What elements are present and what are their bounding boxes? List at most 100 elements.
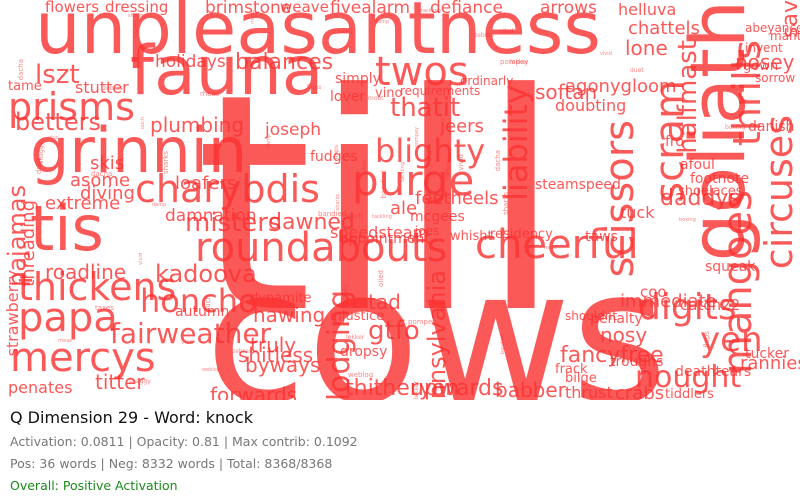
cloud-word: nosy bbox=[600, 323, 648, 347]
cloud-filler-word: shaggy bbox=[128, 13, 147, 19]
cloud-filler-word: pompey bbox=[408, 318, 437, 326]
cloud-word: lszt bbox=[35, 60, 80, 90]
cloud-word: kadoova bbox=[155, 260, 257, 288]
cloud-filler-word: oiled bbox=[377, 270, 385, 287]
cloud-word: fudges bbox=[310, 149, 358, 165]
cloud-word: lover bbox=[330, 89, 366, 105]
cloud-word: sorrow bbox=[755, 71, 796, 85]
cloud-word: unpleasantness bbox=[35, 0, 601, 70]
cloud-word: steamspeed bbox=[535, 177, 621, 193]
cloud-filler-word: pompey bbox=[500, 58, 529, 66]
cloud-word: softan bbox=[535, 80, 598, 104]
cloud-word: purge bbox=[352, 156, 475, 205]
cloud-word: flowers bbox=[45, 0, 100, 16]
cloud-word: twos bbox=[375, 49, 469, 95]
cloud-filler-word: vivid bbox=[138, 253, 144, 265]
cloud-word: thitheryon bbox=[345, 376, 460, 400]
cloud-word: lone bbox=[625, 36, 668, 60]
cloud-word: thatit bbox=[390, 93, 461, 123]
cloud-word: tiddlers bbox=[665, 387, 714, 400]
cloud-word: appointment bbox=[340, 231, 430, 247]
cloud-word: misters bbox=[185, 208, 282, 238]
cloud-filler-word: bandied bbox=[380, 170, 388, 199]
cloud-filler-word: oiled bbox=[499, 28, 514, 35]
cloud-word: till bbox=[195, 30, 563, 379]
cloud-word: balances bbox=[235, 50, 334, 75]
cloud-filler-word: tackling bbox=[421, 8, 441, 14]
cloud-filler-word: damp bbox=[375, 19, 390, 25]
cloud-word: fancyfree bbox=[560, 343, 664, 368]
cloud-word: liability bbox=[497, 85, 535, 201]
cloud-word: immediate bbox=[620, 291, 717, 312]
cloud-filler-word: taxes bbox=[95, 304, 114, 312]
cloud-filler-word: sharks bbox=[162, 151, 170, 174]
cloud-filler-word: taxes bbox=[334, 28, 353, 36]
cloud-word: daddys bbox=[660, 186, 740, 211]
cloud-word: squeak bbox=[705, 259, 756, 275]
cloud-filler-word: boxing bbox=[679, 217, 696, 223]
cloud-word: thickens bbox=[18, 265, 177, 309]
cloud-filler-word: moot bbox=[368, 95, 384, 102]
cloud-word: tis bbox=[30, 192, 104, 265]
cloud-word: chattels bbox=[628, 18, 700, 39]
cloud-filler-word: rheas bbox=[250, 10, 256, 24]
cloud-filler-word: duet bbox=[362, 159, 368, 171]
cloud-word: damnation bbox=[165, 206, 257, 226]
cloud-filler-word: boxing bbox=[725, 124, 746, 131]
cloud-word: penalty bbox=[590, 311, 643, 327]
cloud-word: papa bbox=[18, 295, 118, 341]
cloud-word: nought bbox=[635, 360, 742, 395]
cloud-word: hawing bbox=[253, 303, 326, 327]
cloud-word: injustice bbox=[330, 309, 385, 324]
cloud-filler-word: sharks bbox=[335, 194, 341, 211]
cloud-word: charybdis bbox=[135, 167, 320, 211]
cloud-filler-word: bandied bbox=[318, 210, 347, 218]
cloud-word: roadline bbox=[45, 260, 127, 284]
cloud-word: grinnin bbox=[30, 114, 248, 187]
cloud-word: deathtears bbox=[675, 364, 752, 380]
cloud-word: brimstone bbox=[205, 0, 292, 18]
cloud-filler-word: weblog bbox=[202, 367, 220, 373]
cloud-word: cows bbox=[205, 229, 668, 401]
cloud-word: mcgees bbox=[410, 209, 465, 225]
cloud-word: forwards bbox=[210, 383, 298, 400]
cloud-word: fairweather bbox=[110, 317, 272, 350]
cloud-word: arrows bbox=[540, 0, 597, 18]
cloud-filler-word: moot bbox=[333, 321, 349, 328]
cloud-filler-word: dacha bbox=[494, 150, 502, 172]
cloud-word: shitless bbox=[238, 343, 314, 367]
cloud-filler-word: duet bbox=[630, 67, 644, 74]
cloud-word: extreme bbox=[45, 193, 121, 214]
cloud-word: fauna bbox=[130, 32, 324, 111]
cloud-filler-word: tackling bbox=[400, 162, 406, 182]
cloud-word: ordinarly bbox=[460, 74, 514, 88]
cloud-filler-word: zebras bbox=[232, 348, 252, 355]
cloud-filler-word: visa bbox=[181, 339, 194, 346]
cloud-word: tucker bbox=[745, 346, 790, 362]
cloud-word: dressing bbox=[105, 0, 169, 16]
cloud-word: defiance bbox=[430, 0, 503, 18]
cloud-word: threading bbox=[18, 200, 39, 287]
cloud-filler-word: flops bbox=[307, 84, 322, 91]
cloud-filler-word: lekker bbox=[346, 334, 365, 341]
cloud-word: joseph bbox=[265, 120, 322, 140]
cloud-filler-word: pompey bbox=[414, 127, 420, 148]
cloud-word: yen bbox=[700, 320, 763, 360]
cloud-word: asome bbox=[70, 170, 131, 191]
cloud-word: honcho bbox=[140, 282, 258, 320]
cloud-filler-word: ouch bbox=[204, 295, 212, 313]
cloud-filler-word: shaggy bbox=[129, 378, 151, 385]
cloud-word: gtfo bbox=[368, 316, 420, 346]
cloud-word: scissors bbox=[597, 120, 643, 278]
cloud-word: diving bbox=[80, 183, 135, 204]
cloud-word: mantle bbox=[770, 29, 800, 43]
info-panel: Q Dimension 29 - Word: knock Activation:… bbox=[10, 408, 790, 493]
cloud-filler-word: taxes bbox=[132, 19, 140, 38]
cloud-filler-word: oiled bbox=[444, 169, 450, 182]
cloud-word: tad bbox=[368, 290, 401, 314]
cloud-filler-word: moot bbox=[544, 245, 557, 251]
activation-stats: Activation: 0.0811 | Opacity: 0.81 | Max… bbox=[10, 434, 358, 449]
cloud-word: crabs bbox=[615, 383, 665, 401]
cloud-word: danish bbox=[748, 119, 795, 135]
cloud-word: dawned bbox=[268, 210, 355, 235]
